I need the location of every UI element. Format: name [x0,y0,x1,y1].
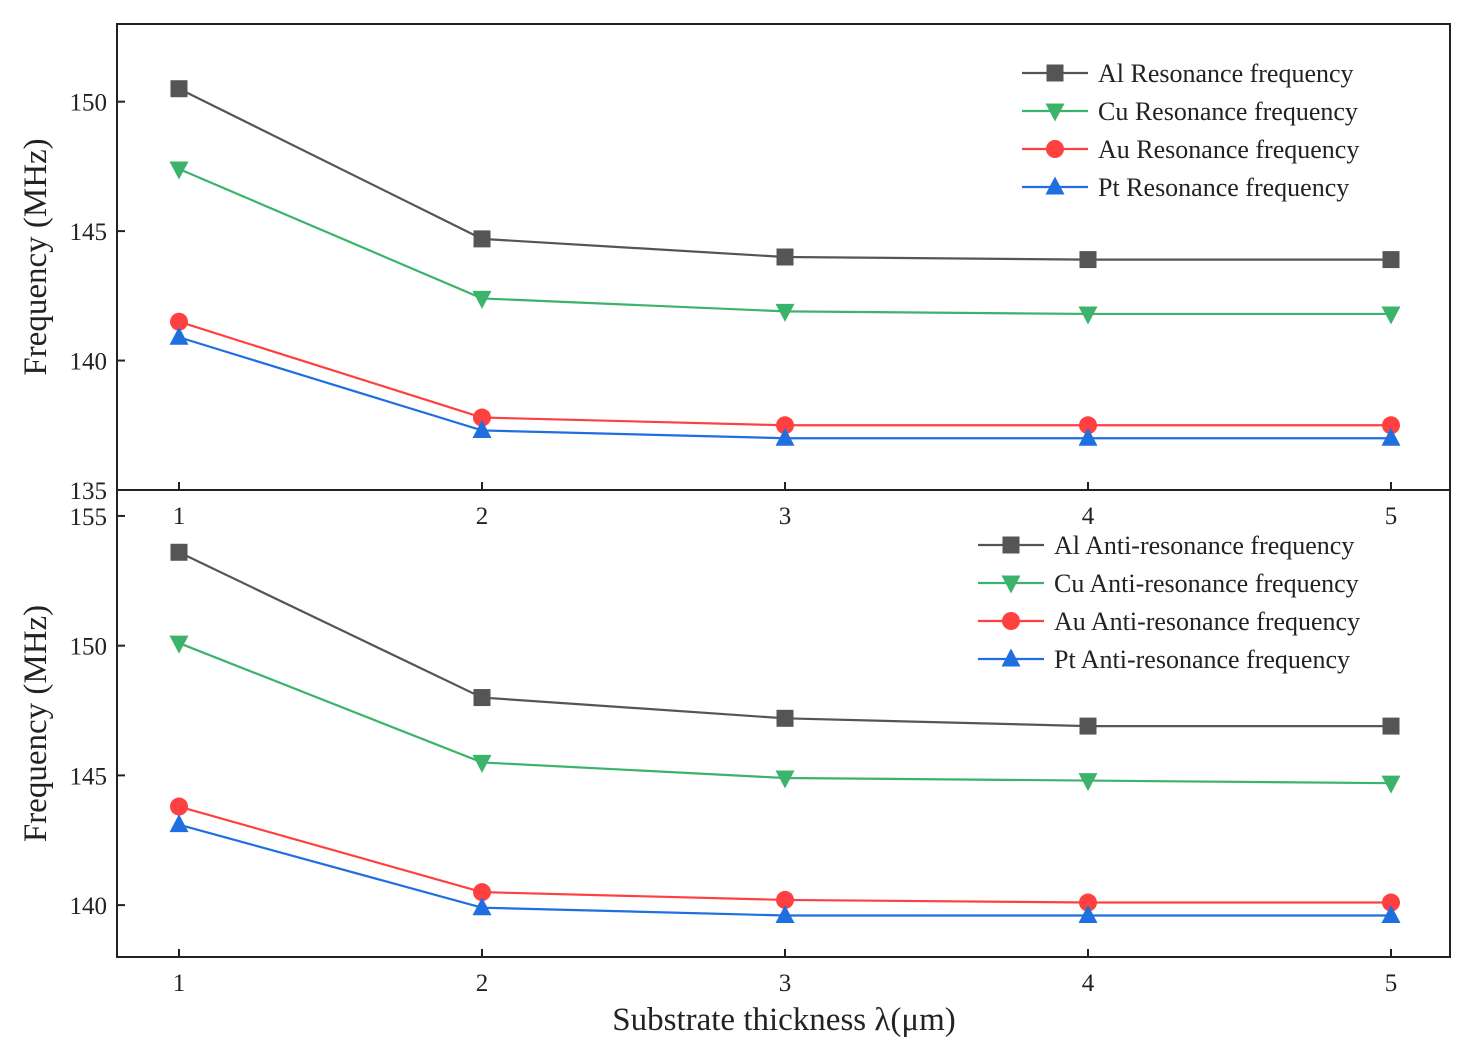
data-point [473,689,491,707]
data-point [1079,416,1097,435]
legend-item-au: Au Anti-resonance frequency [978,607,1360,636]
legend-item-cu: Cu Anti-resonance frequency [978,569,1359,598]
data-point [776,709,794,727]
data-point [1079,893,1097,912]
data-point [775,303,795,322]
series-pt [169,814,1401,923]
legend-label: Pt Resonance frequency [1098,173,1349,202]
legend-label: Al Anti-resonance frequency [1054,531,1354,560]
legend-marker [1002,612,1020,630]
data-point [472,897,492,916]
x-tick-label: 3 [779,970,792,997]
data-point [1381,306,1401,325]
data-point [776,890,794,909]
y-tick-label: 155 [70,504,108,531]
data-point [473,408,491,427]
y-axis-title: Frequency (MHz) [18,605,54,842]
data-point [170,80,188,98]
data-point [1382,893,1400,912]
legend-marker [1045,103,1065,122]
y-tick-label: 135 [70,478,108,505]
data-point [169,161,189,180]
series-al [170,543,1400,735]
series-au [170,797,1400,912]
data-point [472,754,492,773]
chart-panel-top: 135 140 145 150 1 2 3 4 5 Frequency (MHz) Al Reson… [18,23,1451,530]
data-point [170,797,188,816]
x-tick-label: 5 [1385,503,1398,530]
legend-marker [1001,648,1021,667]
y-tick-label: 145 [70,219,108,246]
series-pt [169,326,1401,446]
data-point [1078,773,1098,792]
series-au [170,312,1400,435]
legend-item-au: Au Resonance frequency [1022,135,1359,164]
data-point [473,883,491,902]
legend-marker [1001,575,1021,594]
y-tick-label: 150 [70,90,108,117]
data-point [169,635,189,654]
legend-label: Au Resonance frequency [1098,135,1359,164]
data-point [776,248,794,266]
legend-item-cu: Cu Resonance frequency [1022,97,1358,126]
data-point [1078,904,1098,923]
data-point [1078,306,1098,325]
legend-item-al: Al Resonance frequency [1022,59,1354,88]
data-point [775,427,795,446]
data-point [473,230,491,248]
data-point [1381,904,1401,923]
data-point [169,326,189,345]
legend-marker [1046,64,1064,82]
data-point [1381,775,1401,794]
data-point [1079,251,1097,269]
series-cu [169,161,1401,325]
data-point [170,543,188,561]
y-tick-label: 150 [70,634,108,661]
data-point [169,814,189,833]
data-point [1381,427,1401,446]
legend-label: Pt Anti-resonance frequency [1054,645,1350,674]
data-point [775,904,795,923]
legend-label: Cu Anti-resonance frequency [1054,569,1359,598]
x-axis-title: Substrate thickness λ(μm) [612,1002,955,1038]
series-line [178,320,1391,427]
data-point [1382,717,1400,735]
x-tick-label: 2 [476,970,489,997]
data-point [1382,416,1400,435]
data-point [776,416,794,435]
legend-item-al: Al Anti-resonance frequency [978,531,1354,560]
legend-label: Au Anti-resonance frequency [1054,607,1360,636]
legend-item-pt: Pt Resonance frequency [1022,173,1349,202]
y-tick-label: 140 [70,893,108,920]
legend-item-pt: Pt Anti-resonance frequency [978,645,1350,674]
series-line [178,805,1391,904]
legend-marker [1045,176,1065,195]
x-tick-label: 3 [779,503,792,530]
series-al [170,80,1400,269]
y-tick-label: 145 [70,763,108,790]
legend-marker [1046,140,1064,158]
y-tick-label: 140 [70,349,108,376]
data-point [1078,427,1098,446]
data-point [472,419,492,438]
data-point [1382,251,1400,269]
plot-frame [116,489,1451,958]
x-tick-label: 1 [173,970,186,997]
data-point [472,290,492,309]
x-tick-label: 5 [1385,970,1398,997]
legend-marker [1002,536,1020,554]
data-point [1079,717,1097,735]
data-point [775,770,795,789]
x-tick-label: 1 [173,503,186,530]
series-cu [169,635,1401,794]
data-point [170,312,188,331]
x-tick-label: 2 [476,503,489,530]
x-tick-label: 4 [1082,503,1095,530]
y-axis-title: Frequency (MHz) [18,138,54,375]
x-tick-label: 4 [1082,970,1095,997]
legend-label: Al Resonance frequency [1098,59,1354,88]
legend-label: Cu Resonance frequency [1098,97,1358,126]
